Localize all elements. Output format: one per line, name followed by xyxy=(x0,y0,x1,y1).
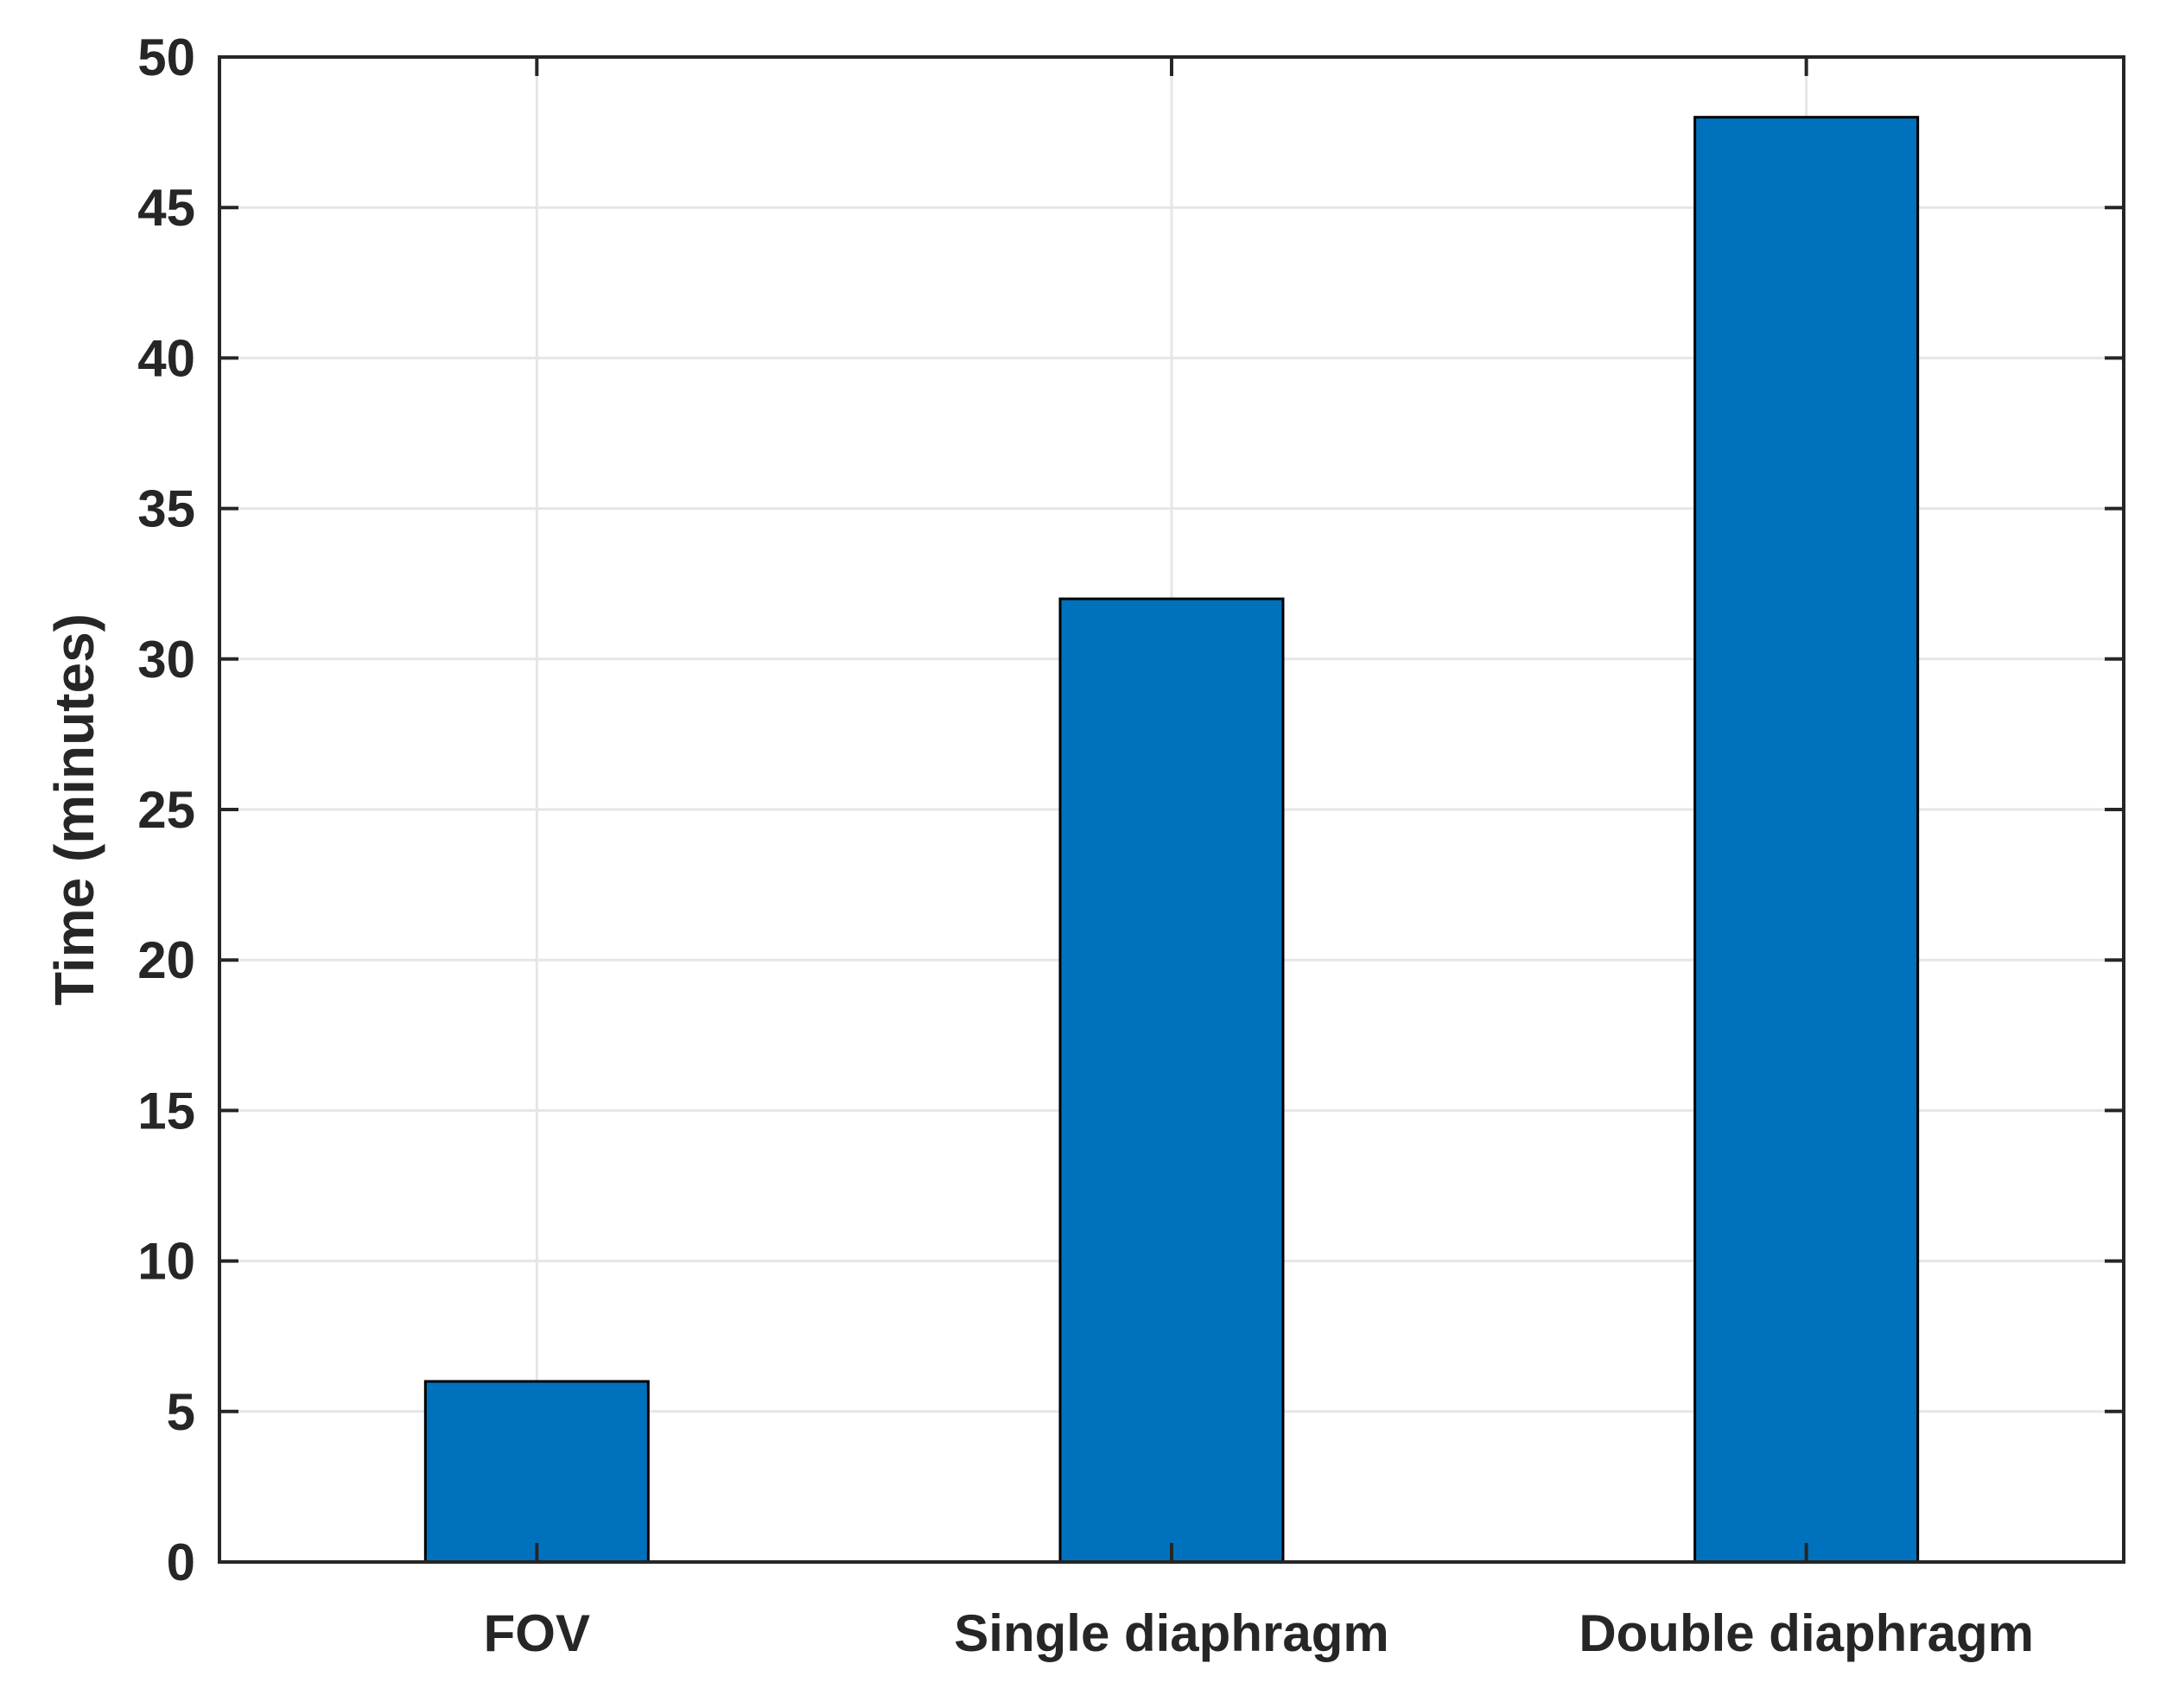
x-tick-label: Single diaphragm xyxy=(954,1604,1388,1662)
y-tick-label: 25 xyxy=(137,781,195,839)
y-tick-label: 40 xyxy=(137,329,195,387)
y-tick-label: 45 xyxy=(137,179,195,237)
y-tick-label: 15 xyxy=(137,1082,195,1140)
y-tick-label: 5 xyxy=(167,1383,195,1441)
bar-double-diaphragm xyxy=(1693,116,1920,1564)
y-tick-label: 20 xyxy=(137,931,195,989)
y-tick-label: 0 xyxy=(167,1533,195,1591)
y-tick-label: 50 xyxy=(137,29,195,86)
y-tick-labels: 0 5 10 15 20 25 30 35 40 45 50 xyxy=(137,29,195,1591)
x-tick-label: FOV xyxy=(484,1604,590,1662)
x-tick-label: Double diaphragm xyxy=(1579,1604,2034,1662)
x-tick-labels: FOV Single diaphragm Double diaphragm xyxy=(484,1604,2034,1662)
bar-fov xyxy=(423,1380,650,1564)
y-tick-label: 35 xyxy=(137,480,195,538)
y-axis-label: Time (minutes) xyxy=(43,613,105,1006)
bar-single-diaphragm xyxy=(1058,597,1285,1564)
bars xyxy=(423,116,1920,1564)
y-tick-label: 10 xyxy=(137,1233,195,1291)
y-tick-label: 30 xyxy=(137,631,195,689)
tick-marks xyxy=(219,55,2124,1564)
